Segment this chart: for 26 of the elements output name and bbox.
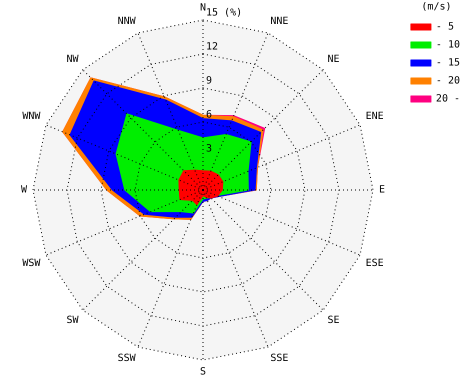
legend-label: - 15	[436, 58, 460, 69]
spoke-label: NNW	[118, 16, 137, 27]
spoke-label: NE	[327, 54, 340, 66]
legend-title: (m/s)	[421, 2, 452, 13]
spoke-label: SE	[327, 315, 340, 326]
spoke-label: SW	[66, 315, 80, 326]
legend-label: - 10	[436, 40, 460, 51]
spoke-label: WNW	[22, 111, 42, 122]
y-tick-label: 3	[206, 144, 212, 155]
legend-label: - 5	[436, 22, 454, 33]
spoke-label: S	[200, 366, 206, 378]
spoke-label: SSE	[270, 353, 288, 364]
spoke-label: SSW	[118, 353, 137, 364]
spoke-label: W	[20, 184, 28, 196]
y-tick-label: 9	[206, 76, 212, 87]
spoke-label: NW	[66, 54, 80, 66]
legend-label: - 20	[436, 76, 460, 87]
y-tick-label: 12	[206, 42, 218, 53]
spoke-label: E	[379, 184, 386, 196]
spoke-label: N	[200, 2, 206, 14]
spoke-label: ENE	[366, 111, 384, 122]
spoke-label: ESE	[366, 258, 384, 269]
y-tick-label: 15 (%)	[206, 8, 242, 19]
legend-label: 20 -	[436, 94, 460, 105]
spoke-label: WSW	[22, 258, 42, 269]
spoke-label: NNE	[270, 16, 288, 27]
